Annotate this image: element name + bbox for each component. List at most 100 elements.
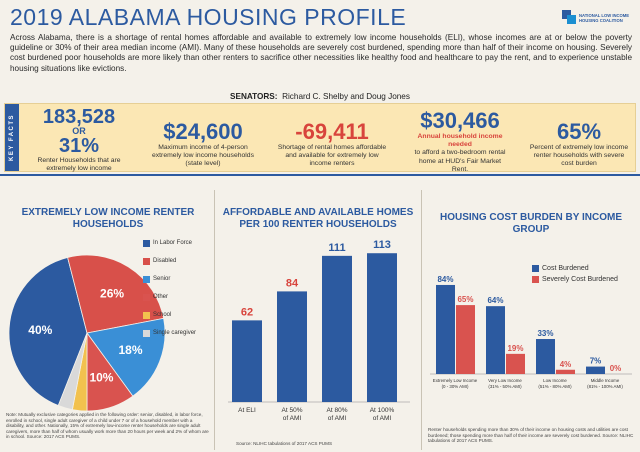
fact-value: -69,411 — [295, 119, 369, 144]
nlihc-logo: NATIONAL LOW INCOME HOUSING COALITION — [562, 10, 632, 36]
fact-desc: Renter Households that are extremely low… — [37, 157, 121, 173]
legend-swatch-single-caregiver — [143, 330, 150, 337]
logo-mark-icon — [562, 10, 576, 24]
bar-value-label: 4% — [560, 360, 572, 369]
section-divider — [0, 174, 640, 176]
x-tick-label: (51% - 80% AMI) — [538, 384, 572, 389]
x-tick-label: (0 - 30% AMI) — [442, 384, 469, 389]
pie-chart-title: EXTREMELY LOW INCOME RENTER HOUSEHOLDS — [21, 207, 195, 230]
pie-label-school: 3% — [72, 417, 85, 418]
intro-paragraph: Across Alabama, there is a shortage of r… — [10, 33, 632, 73]
fact-desc: Shortage of rental homes affordable and … — [277, 144, 387, 168]
fact-value: 65% — [556, 119, 602, 144]
bar-at-80-of-ami — [322, 255, 352, 402]
bar-value-label: 84% — [437, 275, 453, 284]
pie-label-disabled: 26% — [100, 286, 124, 300]
bar-at-eli — [232, 320, 262, 402]
bar-value-label: 64% — [487, 296, 503, 305]
legend-label-school: School — [153, 312, 172, 318]
bar-chart-source: Source: NLIHC tabulations of 2017 ACS PU… — [236, 441, 333, 446]
legend-label-in-labor-force: In Labor Force — [153, 240, 193, 246]
bar-value-label: 84 — [286, 277, 299, 289]
legend-swatch-in-labor-force — [143, 240, 150, 247]
legend-swatch-senior — [143, 276, 150, 283]
x-tick-label: of AMI — [283, 415, 302, 422]
pie-slice-in-labor-force — [8, 256, 88, 407]
bar-cost-burdened-4 — [586, 366, 605, 374]
legend-label-disabled: Disabled — [153, 258, 177, 264]
bar-at-50-of-ami — [277, 291, 307, 402]
senators-label: SENATORS: — [230, 92, 278, 101]
eli-households-pie-chart: 40%26%18%10%3%3% — [8, 254, 166, 418]
fact-desc: to afford a two-bedroom rental home at H… — [414, 149, 506, 173]
x-tick-label: Low Income — [543, 378, 567, 383]
bar-value-label: 19% — [507, 344, 523, 353]
logo-text: NATIONAL LOW INCOME HOUSING COALITION — [579, 13, 630, 23]
fact-max-income: $24,600 Maximum income of 4-person extre… — [143, 104, 263, 171]
affordable-homes-chart-title: AFFORDABLE AND AVAILABLE HOMES PER 100 R… — [222, 207, 414, 230]
pie-label-senior: 18% — [118, 343, 142, 357]
x-tick-label: At ELI — [238, 407, 256, 414]
x-tick-label: At 50% — [282, 407, 303, 414]
bar-value-label: 33% — [537, 329, 553, 338]
x-tick-label: At 100% — [370, 407, 395, 414]
x-tick-label: Middle Income — [591, 378, 620, 383]
fact-shortage: -69,411 Shortage of rental homes afforda… — [271, 104, 393, 171]
legend-label-other: Other — [153, 294, 169, 300]
bar-value-label: 62 — [241, 306, 253, 318]
cost-burden-bar-chart: 84% 65% Extremely Low Income(0 - 30% AMI) 6… — [430, 275, 632, 389]
fact-desc: Percent of extremely low income renter h… — [529, 144, 629, 168]
fact-highlight: Annual household income needed — [417, 133, 503, 149]
legend-swatch-school — [143, 312, 150, 319]
legend-label-severely-cost-burdened: Severely Cost Burdened — [542, 276, 618, 283]
bar-value-label: 7% — [590, 357, 602, 366]
pie-slice-single-caregiver — [57, 332, 88, 411]
bar-cost-burdened-3 — [536, 339, 555, 374]
fact-severe-burden: 65% Percent of extremely low income rent… — [525, 104, 633, 171]
legend-swatch-severely-cost-burdened — [532, 276, 539, 283]
pie-label-in-labor-force: 40% — [28, 323, 52, 337]
bar-cost-burdened-2 — [486, 306, 505, 374]
pie-slice-senior — [86, 317, 166, 397]
fact-desc: Maximum income of 4-person extremely low… — [151, 144, 254, 168]
panel-separator — [421, 190, 422, 450]
panel-separator — [214, 190, 215, 450]
fact-eli-households: 183,528 OR 31% Renter Households that ar… — [23, 104, 135, 173]
cost-burden-footnote: Renter households spending more than 30%… — [428, 427, 634, 444]
cost-burden-chart-title: HOUSING COST BURDEN BY INCOME GROUP — [439, 212, 623, 235]
bar-severely-cost-burdened-2 — [506, 353, 525, 374]
x-tick-label: Extremely Low Income — [433, 378, 478, 383]
x-tick-label: At 80% — [327, 407, 348, 414]
legend-swatch-disabled — [143, 258, 150, 265]
legend-label-cost-burdened: Cost Burdened — [542, 265, 589, 272]
legend-label-senior: Senior — [153, 276, 171, 282]
key-facts-label: KEY FACTS — [5, 104, 19, 171]
pie-slice-disabled — [67, 254, 165, 334]
bar-at-100-of-ami — [367, 253, 397, 402]
x-tick-label: of AMI — [373, 415, 392, 422]
page-title: 2019 ALABAMA HOUSING PROFILE — [10, 4, 407, 30]
bar-value-label: 65% — [457, 295, 473, 304]
legend-swatch-other — [143, 294, 150, 301]
fact-or: OR — [72, 126, 86, 136]
bar-value-label: 111 — [328, 242, 345, 254]
fact-value: $30,466 — [420, 108, 500, 133]
fact-value-percent: 31% — [58, 135, 100, 157]
x-tick-label: (81% - 100% AMI) — [587, 384, 623, 389]
bar-severely-cost-burdened-1 — [456, 305, 475, 374]
legend-label-single-caregiver: Single caregiver — [153, 330, 197, 336]
x-tick-label: of AMI — [328, 415, 347, 422]
x-tick-label: (31% - 50% AMI) — [488, 384, 522, 389]
bar-severely-cost-burdened-3 — [556, 369, 575, 374]
bar-cost-burdened-1 — [436, 284, 455, 374]
pie-label-other: 10% — [89, 371, 113, 385]
fact-value: $24,600 — [163, 119, 243, 144]
senators-line: SENATORS: Richard C. Shelby and Doug Jon… — [0, 92, 640, 101]
senators-names: Richard C. Shelby and Doug Jones — [282, 92, 410, 101]
bar-value-label: 0% — [610, 364, 622, 373]
x-tick-label: Very Low Income — [488, 378, 522, 383]
pie-footnote: Note: Mutually exclusive categories appl… — [6, 412, 209, 440]
key-facts-band: KEY FACTS 183,528 OR 31% Renter Househol… — [4, 103, 636, 173]
bar-value-label: 113 — [373, 239, 391, 251]
